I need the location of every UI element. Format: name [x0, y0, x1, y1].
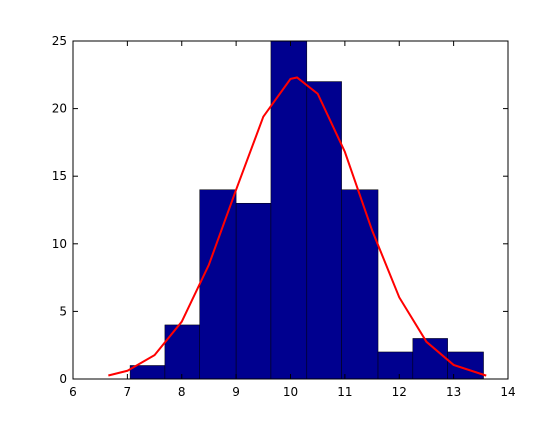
y-tick-label: 0 — [59, 372, 67, 386]
y-tick-label: 10 — [52, 237, 67, 251]
x-tick-label: 10 — [283, 385, 298, 399]
x-tick-label: 13 — [446, 385, 461, 399]
bar — [377, 351, 414, 380]
bar — [129, 365, 166, 380]
x-tick-label: 9 — [232, 385, 240, 399]
bar — [341, 189, 379, 380]
x-tick-label: 12 — [392, 385, 407, 399]
x-tick-label: 11 — [337, 385, 352, 399]
y-tick-label: 15 — [52, 169, 67, 183]
x-tick-label: 14 — [500, 385, 515, 399]
bar — [164, 324, 200, 380]
bar — [199, 189, 237, 380]
bar — [306, 81, 342, 380]
y-tick-label: 5 — [59, 304, 67, 318]
fit-curve — [108, 76, 487, 377]
x-tick-label: 6 — [69, 385, 77, 399]
bar — [270, 40, 308, 380]
y-tick-label: 25 — [52, 34, 67, 48]
x-tick-label: 7 — [124, 385, 132, 399]
bar — [235, 202, 272, 380]
y-tick-label: 20 — [52, 102, 67, 116]
x-tick-label: 8 — [178, 385, 186, 399]
